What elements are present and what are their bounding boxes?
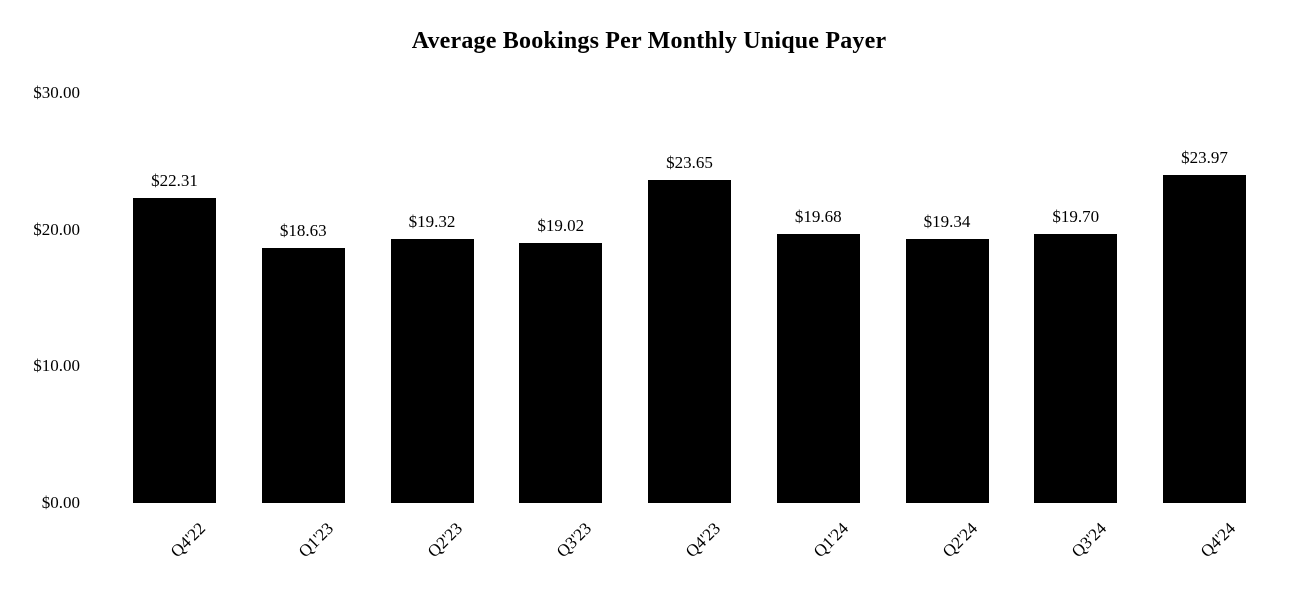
x-axis-tick-label: Q4'22 (166, 518, 209, 562)
x-axis-tick-label: Q1'23 (295, 518, 338, 562)
bar-Q1'24 (776, 234, 860, 503)
y-axis-tick-label: $0.00 (41, 493, 80, 512)
bar-Q4'22 (133, 198, 216, 503)
y-axis-tick-label: $20.00 (33, 219, 80, 239)
x-axis-tick-label: Q3'24 (1067, 518, 1110, 562)
x-axis-tick-label: Q4'23 (681, 518, 724, 562)
bar-value-label: $19.68 (794, 207, 842, 227)
y-axis-tick-label: $10.00 (33, 356, 80, 376)
bar-value-label: $19.32 (408, 211, 456, 231)
x-axis-tick-label: Q1'24 (810, 518, 853, 562)
bar-value-label: $18.63 (279, 221, 327, 241)
chart-title: Average Bookings Per Monthly Unique Paye… (411, 28, 887, 54)
bar-Q3'23 (519, 243, 603, 503)
bar-value-label: $19.34 (923, 211, 971, 231)
bar-Q4'24 (1163, 175, 1246, 503)
bar-value-label: $19.02 (537, 216, 585, 236)
x-axis-tick-label: Q2'24 (938, 518, 982, 562)
x-axis-tick-label: Q4'24 (1196, 518, 1239, 562)
y-axis-tick-label: $30.00 (33, 83, 80, 102)
x-axis-tick-label: Q3'23 (552, 518, 595, 562)
bar-Q3'24 (1034, 233, 1118, 503)
bar-Q2'24 (905, 238, 989, 503)
bar-Q1'23 (261, 248, 345, 503)
bar-value-label: $23.97 (1181, 148, 1228, 168)
x-axis-tick-label: Q2'23 (423, 518, 467, 562)
bar-value-label: $22.31 (151, 171, 198, 191)
bar-value-label: $19.70 (1052, 206, 1100, 226)
bar-Q4'23 (648, 179, 731, 503)
bar-Q2'23 (390, 238, 474, 503)
bar-value-label: $23.65 (666, 152, 713, 172)
